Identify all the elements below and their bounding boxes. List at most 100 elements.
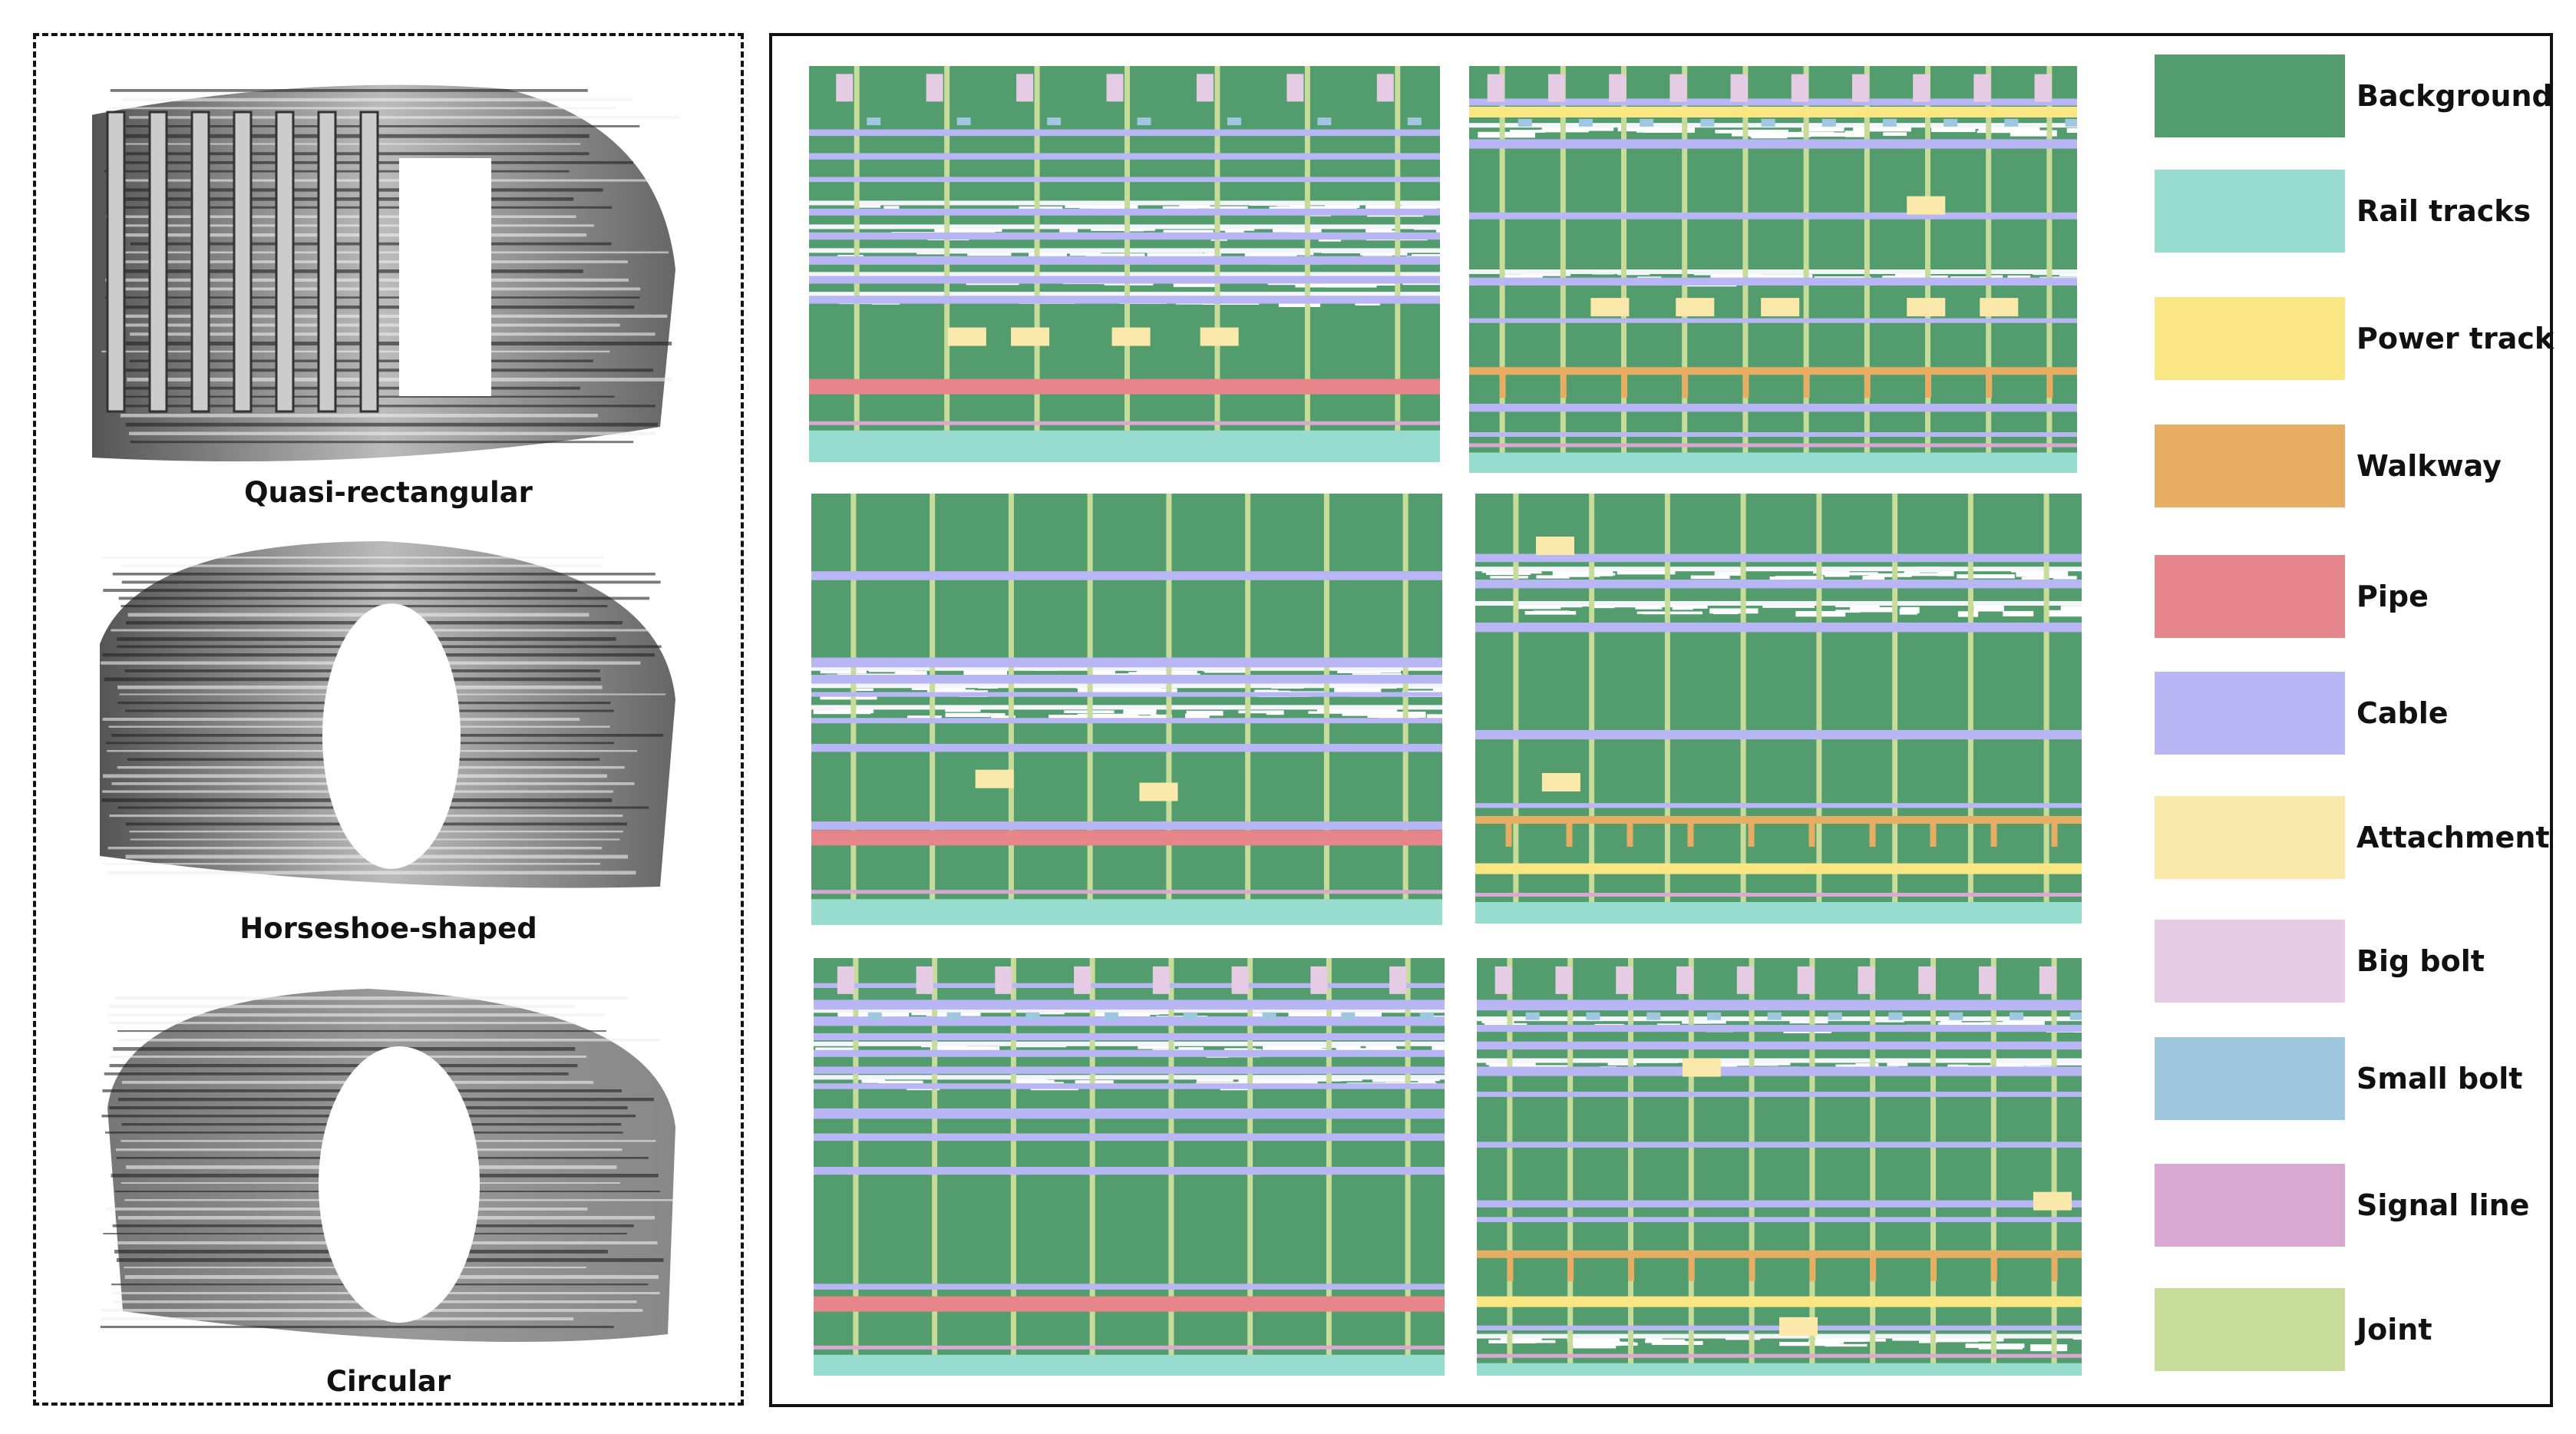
noise-gap [1147,253,1203,258]
noise-gap [1186,710,1224,716]
walkway-post [1499,367,1506,398]
noise-gap [1179,204,1210,209]
joint-line [1513,494,1519,924]
small-bolt [1341,1012,1356,1020]
wall-column [148,111,168,413]
scan-stripe [107,1013,606,1017]
noise-gap [1682,1019,1711,1024]
tunnel-image-quasi-rectangular [92,84,680,461]
cable-band [809,177,1440,183]
noise-gap [1475,567,2082,572]
joint-line [2046,66,2053,473]
scan-stripe [119,368,653,372]
cable-band [811,718,1442,724]
attachment [2033,1191,2072,1211]
cable-band [1469,403,2077,412]
scan-stripe [106,215,576,219]
joint-line [1688,958,1694,1376]
signal-line [1477,1353,2082,1358]
cable-band [1475,623,2082,633]
small-bolt [2069,1012,2082,1020]
big-bolt [1074,966,1091,994]
noise-gap [2010,130,2057,137]
attachment [1682,1058,1721,1077]
noise-gap [811,683,1442,689]
scan-stripe [121,314,668,318]
joint-line [850,494,857,925]
walkway-post [1507,1250,1514,1281]
walkway-post [1748,816,1755,847]
big-bolt [1286,74,1304,102]
joint-line [1803,66,1809,473]
joint-line [1499,66,1505,473]
scan-stripe [104,170,570,173]
noise-gap [1402,204,1440,209]
noise-gap [1643,127,1695,133]
joint-line [1621,66,1627,473]
noise-gap [1019,206,1063,210]
noise-gap [1769,576,1792,580]
cable-band [814,1033,1445,1041]
noise-gap [1509,130,1546,133]
walkway-post [2051,816,2058,847]
signal-line [1475,893,2082,897]
power-track [1469,107,2077,117]
small-bolt [1525,1012,1540,1020]
small-bolt [956,117,971,126]
wall-column [359,111,379,413]
small-bolt [1317,117,1332,126]
legend-label: Rail tracks [2356,194,2531,228]
cable-band [811,675,1442,684]
pipe-band [809,378,1440,395]
small-bolt [1025,1012,1040,1020]
noise-gap [1295,282,1344,288]
walkway-post [2051,1250,2058,1281]
cable-band [1469,277,2077,286]
cable-band [1475,803,2082,808]
segmentation-panel-3 [811,494,1442,925]
walkway-post [1560,367,1567,398]
big-bolt [1547,74,1565,102]
noise-gap [1617,569,1676,575]
noise-gap [1289,203,1306,207]
noise-gap [1477,1058,2082,1063]
cable-band [811,692,1442,697]
small-bolt [2010,1012,2024,1020]
walkway-post [1930,1250,1937,1281]
big-bolt [1669,74,1687,102]
walkway-post [1749,1250,1755,1281]
noise-gap [1713,610,1739,615]
joint-line [2043,494,2049,924]
legend-label: Walkway [2356,449,2502,483]
rail-tracks [1477,1363,2082,1376]
big-bolt [1389,966,1407,994]
joint-line [1008,494,1014,925]
small-bolt [867,1012,882,1020]
big-bolt [1973,74,1991,102]
cable-band [814,1133,1445,1142]
noise-gap [1761,274,1813,280]
small-bolt [1640,118,1654,127]
big-bolt [1106,74,1124,102]
big-bolt [995,966,1012,994]
input-point-cloud-frame [33,33,744,1406]
noise-gap [1204,669,1249,673]
noise-gap [1595,570,1613,577]
small-bolt [1047,117,1062,126]
noise-gap [2003,1020,2045,1028]
noise-gap [1895,272,1931,276]
rail-tracks [809,430,1440,462]
scan-stripe [103,589,578,593]
walkway [1469,367,2077,375]
noise-gap [1978,126,2040,132]
walkway [1475,816,2082,824]
tunnel-opening [399,158,491,396]
noise-gap [1740,272,1763,277]
tunnel-image-horseshoe [100,541,675,888]
noise-gap [1977,131,2029,134]
noise-gap [1077,713,1139,719]
small-bolt [1420,1012,1435,1020]
noise-gap [1617,125,1666,132]
cable-band [814,1167,1445,1175]
big-bolt [2034,74,2052,102]
